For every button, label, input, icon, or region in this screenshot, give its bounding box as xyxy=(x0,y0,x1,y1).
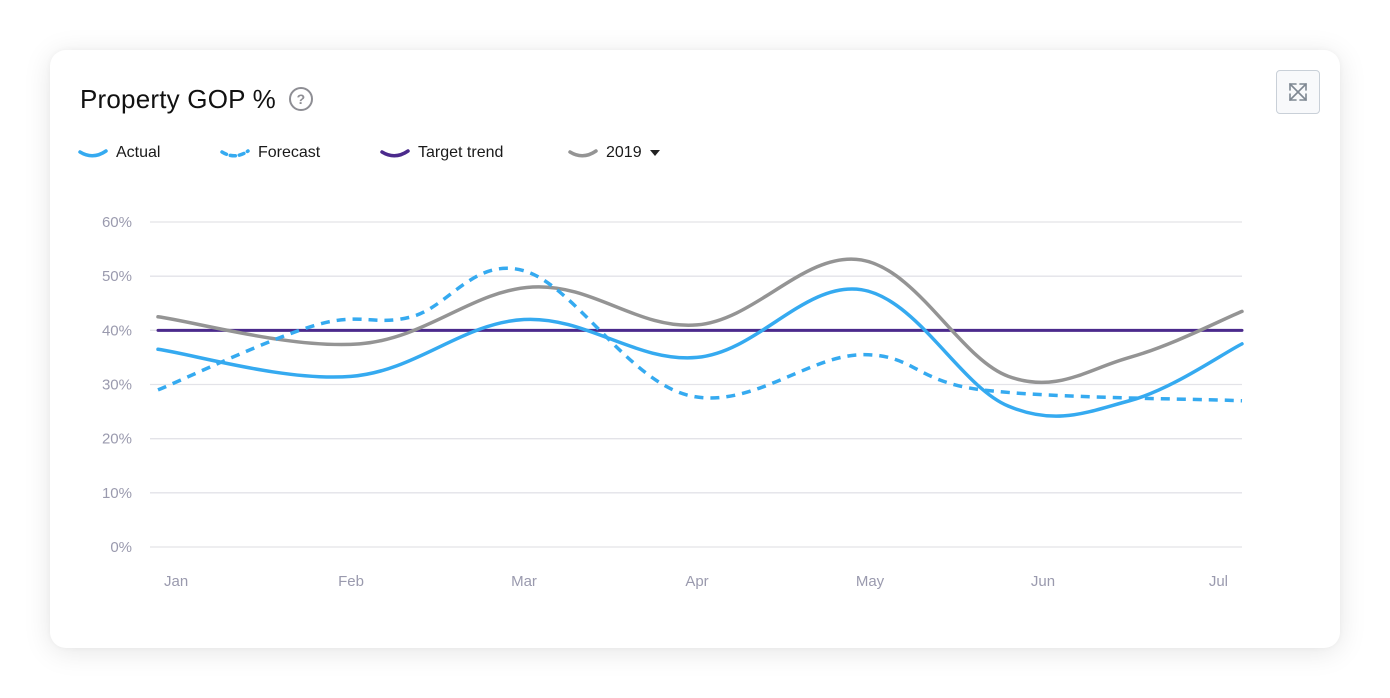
x-tick-label: Jun xyxy=(1031,573,1055,590)
legend-swatch-actual xyxy=(78,149,108,158)
legend-swatch-year xyxy=(568,149,598,158)
x-tick-label: Feb xyxy=(338,573,364,590)
legend-label-forecast: Forecast xyxy=(258,144,321,161)
chevron-down-icon[interactable] xyxy=(649,150,660,156)
series-line-2019 xyxy=(156,257,1244,385)
x-tick-label: Jul xyxy=(1209,573,1228,590)
expand-arrows-icon xyxy=(1289,83,1307,101)
y-tick-label: 60% xyxy=(102,214,132,231)
legend-swatch-forecast xyxy=(220,149,250,158)
legend-item-year[interactable]: 2019 xyxy=(568,142,660,164)
title-row: Property GOP % ? xyxy=(80,80,313,118)
x-tick-label: Mar xyxy=(511,573,537,590)
x-tick-label: Apr xyxy=(685,573,708,590)
expand-button[interactable] xyxy=(1276,70,1320,114)
legend-label-target: Target trend xyxy=(418,144,504,161)
y-tick-label: 20% xyxy=(102,431,132,448)
line-chart: 0% 10% 20% 30% 40% 50% 60% Jan Feb Mar Apr May Jun Ju… xyxy=(102,214,1244,590)
y-tick-label: 10% xyxy=(102,485,132,502)
chart-card: Property GOP % ? Actual Forecas xyxy=(50,50,1340,648)
legend-item-actual[interactable]: Actual xyxy=(78,142,160,164)
y-tick-label: 30% xyxy=(102,377,132,394)
legend-label-actual: Actual xyxy=(116,144,161,161)
legend-swatch-target xyxy=(380,149,410,158)
legend-item-forecast[interactable]: Forecast xyxy=(220,142,320,164)
x-tick-label: May xyxy=(856,573,885,590)
x-tick-label: Jan xyxy=(164,573,188,590)
y-tick-label: 50% xyxy=(102,268,132,285)
y-tick-label: 0% xyxy=(110,539,132,556)
series-line-actual xyxy=(156,287,1244,418)
legend-label-year: 2019 xyxy=(606,144,642,161)
y-tick-label: 40% xyxy=(102,322,132,339)
series-line-forecast xyxy=(157,266,1243,403)
legend-item-target[interactable]: Target trend xyxy=(380,142,503,164)
question-circle-icon[interactable]: ? xyxy=(288,87,313,111)
chart-title: Property GOP % xyxy=(80,83,276,114)
